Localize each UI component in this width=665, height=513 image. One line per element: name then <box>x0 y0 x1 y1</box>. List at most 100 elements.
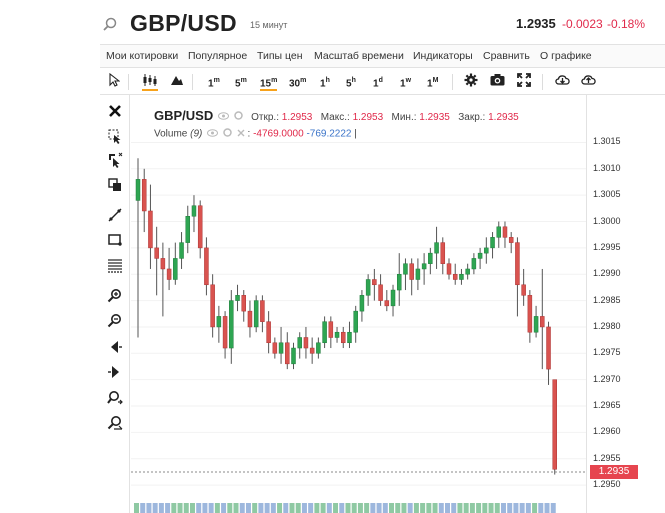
price-tick-label: 1.3005 <box>593 189 621 200</box>
zoom-in-icon[interactable] <box>107 288 123 304</box>
candle-down <box>166 268 172 280</box>
candle-down <box>372 279 377 286</box>
interval-5h[interactable]: 5h <box>346 73 356 91</box>
volume-bar <box>289 503 295 513</box>
cursor-icon[interactable] <box>108 72 121 91</box>
menu-about-chart[interactable]: О графике <box>540 50 592 62</box>
candle-down <box>452 273 458 280</box>
eye-icon[interactable] <box>218 112 230 123</box>
interval-unit: M <box>432 77 439 84</box>
copy-icon[interactable] <box>107 177 123 193</box>
volume-bar <box>357 503 363 513</box>
search-icon[interactable] <box>103 17 117 31</box>
candle-up <box>403 263 408 275</box>
candle-up <box>191 205 197 217</box>
menu-time-scale[interactable]: Масштаб времени <box>314 50 404 62</box>
volume-bar <box>500 503 506 513</box>
fullscreen-icon[interactable] <box>517 73 531 91</box>
interval-5m[interactable]: 5m <box>235 73 247 91</box>
interval-unit: m <box>213 77 220 84</box>
legend-low-value: 1.2935 <box>419 112 450 123</box>
candle-up <box>459 273 464 280</box>
eye-icon[interactable] <box>207 128 219 140</box>
candle-up <box>421 263 427 270</box>
interval-1M[interactable]: 1M <box>427 73 438 91</box>
chart-plot-area[interactable] <box>131 95 586 513</box>
select-cursor-icon[interactable] <box>107 128 123 144</box>
candles-icon[interactable] <box>142 73 158 91</box>
candle-down <box>285 342 290 365</box>
upload-icon[interactable] <box>581 73 596 91</box>
menu-popular[interactable]: Популярное <box>188 50 248 62</box>
price-tick-label: 1.2955 <box>593 452 621 463</box>
volume-bar <box>488 503 494 513</box>
volume-bar <box>239 503 245 513</box>
interval-1d[interactable]: 1d <box>373 73 383 91</box>
interval-num: 5 <box>346 78 352 90</box>
candle-up <box>428 252 433 264</box>
toolbar-separator <box>128 74 129 90</box>
volume-bar <box>550 503 556 513</box>
candle-up <box>179 242 184 259</box>
download-icon[interactable] <box>555 73 570 91</box>
volume-bar <box>370 503 376 513</box>
zoom-reset-icon[interactable] <box>107 415 123 431</box>
volume-bar <box>158 503 164 513</box>
volume-bar <box>326 503 332 513</box>
menu-my-quotes[interactable]: Мои котировки <box>106 50 179 62</box>
candle-down <box>378 284 383 301</box>
candle-down <box>502 226 508 238</box>
candle-up <box>253 300 259 328</box>
price-axis[interactable]: 1.3015 1.3010 1.3005 1.3000 1.2995 1.2990 1.29… <box>586 95 665 513</box>
volume-bar <box>264 503 270 513</box>
zoom-fit-icon[interactable] <box>107 390 123 406</box>
menu-price-types[interactable]: Типы цен <box>257 50 303 62</box>
camera-icon[interactable] <box>490 73 505 91</box>
toolbar-separator <box>542 74 543 90</box>
volume-bar <box>420 503 426 513</box>
candle-down <box>160 258 166 270</box>
interval-15m[interactable]: 15m <box>260 73 278 91</box>
volume-bar <box>432 503 438 513</box>
volume-bar <box>538 503 544 513</box>
interval-1m[interactable]: 1m <box>208 73 220 91</box>
volume-bar <box>395 503 401 513</box>
candle-up <box>235 295 240 301</box>
volume-bar <box>314 503 320 513</box>
candle-up <box>185 216 191 243</box>
candle-down <box>527 295 533 333</box>
rectangle-icon[interactable] <box>107 232 123 248</box>
volume-bar <box>252 503 258 513</box>
menu-compare[interactable]: Сравнить <box>483 50 530 62</box>
zoom-out-icon[interactable] <box>107 313 123 329</box>
scroll-right-icon[interactable] <box>107 364 123 380</box>
volume-bar <box>177 503 183 513</box>
candlestick-chart[interactable] <box>131 95 586 513</box>
fibonacci-icon[interactable] <box>107 258 123 274</box>
volume-bar <box>183 503 189 513</box>
volume-bar <box>389 503 395 513</box>
settings-small-icon[interactable] <box>234 111 243 123</box>
volume-bar <box>208 503 214 513</box>
remove-small-icon[interactable] <box>237 129 245 140</box>
interval-30m[interactable]: 30m <box>289 73 306 91</box>
menu-indicators[interactable]: Индикаторы <box>413 50 473 62</box>
trendline-icon[interactable] <box>107 207 123 223</box>
symbol-title[interactable]: GBP/USD <box>130 10 237 36</box>
volume-bar <box>152 503 158 513</box>
magnet-cursor-icon[interactable] <box>107 152 123 168</box>
mountain-icon[interactable] <box>170 73 184 91</box>
candle-down <box>303 337 309 349</box>
candle-up <box>216 316 222 328</box>
close-icon[interactable] <box>107 103 123 119</box>
interval-unit: w <box>405 77 412 84</box>
interval-1h[interactable]: 1h <box>320 73 330 91</box>
interval-1w[interactable]: 1w <box>400 73 411 91</box>
volume-bar <box>507 503 513 513</box>
candle-down <box>204 247 209 286</box>
gear-icon[interactable] <box>464 73 478 91</box>
legend-close-value: 1.2935 <box>488 112 519 123</box>
candle-down <box>515 242 520 286</box>
settings-small-icon[interactable] <box>223 128 232 140</box>
scroll-left-icon[interactable] <box>107 339 123 355</box>
